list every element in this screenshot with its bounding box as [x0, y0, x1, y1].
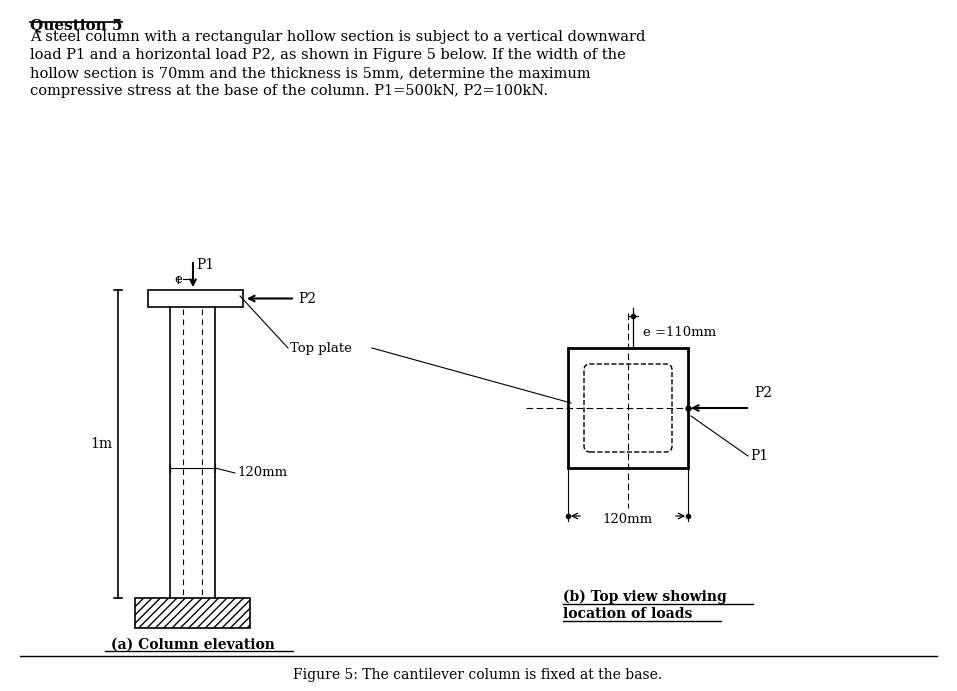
Text: 120mm: 120mm	[603, 513, 653, 526]
Text: e: e	[174, 273, 182, 286]
Text: A steel column with a rectangular hollow section is subject to a vertical downwa: A steel column with a rectangular hollow…	[30, 30, 645, 44]
Text: Figure 5: The cantilever column is fixed at the base.: Figure 5: The cantilever column is fixed…	[294, 668, 662, 682]
Text: e =110mm: e =110mm	[643, 325, 716, 339]
Text: 1m: 1m	[90, 437, 112, 451]
Text: hollow section is 70mm and the thickness is 5mm, determine the maximum: hollow section is 70mm and the thickness…	[30, 66, 590, 80]
Text: (b) Top view showing: (b) Top view showing	[563, 590, 726, 605]
Text: location of loads: location of loads	[563, 607, 692, 621]
Text: load P1 and a horizontal load P2, as shown in Figure 5 below. If the width of th: load P1 and a horizontal load P2, as sho…	[30, 48, 626, 62]
Text: P2: P2	[298, 292, 316, 305]
Text: 120mm: 120mm	[237, 466, 287, 480]
Text: compressive stress at the base of the column. P1=500kN, P2=100kN.: compressive stress at the base of the co…	[30, 84, 548, 98]
Bar	[135, 598, 250, 628]
Bar	[148, 290, 243, 307]
Text: P1: P1	[196, 258, 214, 272]
Text: (a) Column elevation: (a) Column elevation	[111, 638, 275, 652]
Text: Question 5: Question 5	[30, 18, 122, 32]
Text: P1: P1	[750, 449, 768, 463]
Bar	[568, 348, 688, 468]
Text: P2: P2	[754, 386, 772, 400]
Text: Top plate: Top plate	[290, 341, 352, 354]
